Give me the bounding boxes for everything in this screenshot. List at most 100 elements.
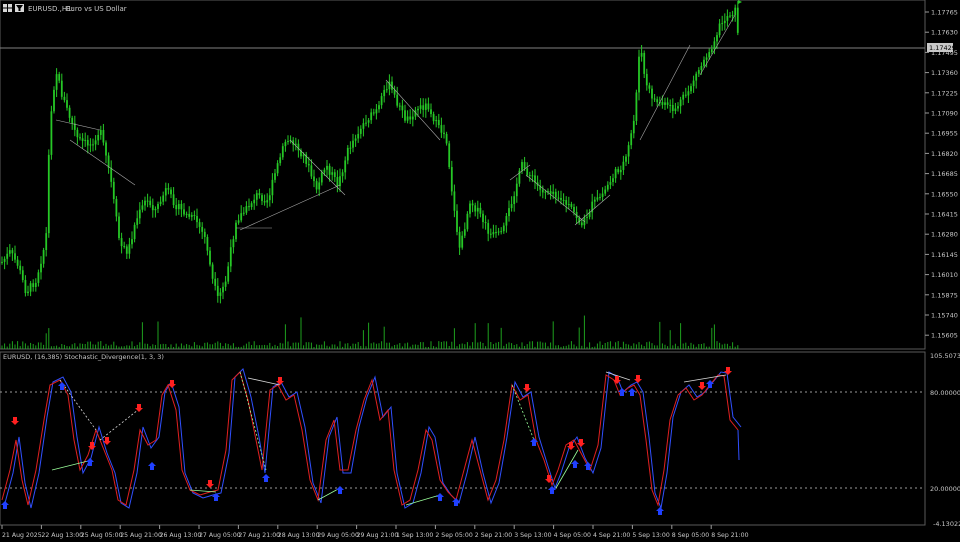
price-axis-label: 1.16010 — [931, 271, 958, 279]
candle-body — [482, 213, 484, 223]
candle-body — [268, 195, 271, 201]
candle-body — [375, 109, 378, 114]
buy-arrow-icon — [262, 474, 270, 482]
buy-arrow-icon — [584, 462, 592, 470]
price-divergence-line — [55, 119, 101, 131]
indicator-scale-top: 105.507337 — [930, 352, 960, 360]
candle-body — [185, 213, 188, 215]
time-axis-label: 25 Aug 05:00 — [81, 532, 123, 539]
candle-body — [599, 196, 601, 198]
time-axis-label: 27 Aug 05:00 — [199, 532, 241, 539]
grid-icon[interactable] — [3, 4, 12, 12]
candle-body — [357, 133, 360, 139]
candle-body — [362, 123, 365, 129]
candle-body — [107, 155, 110, 168]
candle-body — [263, 201, 266, 203]
candle-body — [708, 52, 711, 58]
candle-body — [159, 201, 162, 204]
candle-body — [58, 74, 61, 81]
chart-shift-marker[interactable] — [738, 0, 742, 4]
candle-body — [154, 208, 157, 211]
buy-arrow-icon — [530, 438, 538, 446]
sell-arrow-icon — [206, 480, 214, 488]
candle-body — [731, 15, 734, 17]
candle-body — [736, 7, 739, 33]
sell-arrow-icon — [135, 404, 143, 412]
candle-body — [214, 278, 217, 286]
candle-body — [136, 218, 139, 225]
candle-body — [695, 73, 698, 81]
candle-body — [539, 185, 542, 190]
candle-body — [112, 181, 115, 200]
candle-body — [92, 144, 94, 146]
price-axis-label: 1.16415 — [931, 211, 958, 219]
indicator-divergence-line — [51, 459, 93, 471]
candle-body — [37, 272, 40, 283]
sell-arrow-icon — [724, 367, 732, 375]
candle-body — [188, 213, 191, 217]
candle-body — [411, 116, 414, 120]
candle-body — [333, 172, 336, 178]
candle-body — [21, 270, 24, 281]
candle-body — [237, 220, 240, 223]
candle-body — [398, 105, 401, 107]
indicator-pane-border — [0, 351, 926, 526]
time-axis-label: 1 Sep 13:00 — [396, 532, 433, 539]
time-axis-label: 21 Aug 2025 — [2, 532, 42, 539]
candle-body — [440, 125, 443, 133]
candle-body — [469, 203, 471, 214]
candle-body — [219, 292, 222, 296]
buy-arrow-icon — [148, 462, 156, 470]
buy-arrow-icon — [212, 493, 220, 501]
candle-body — [336, 177, 339, 187]
candle-body — [518, 170, 521, 184]
sell-arrow-icon — [88, 442, 96, 450]
candle-body — [487, 223, 490, 234]
candle-body — [274, 173, 276, 180]
candle-body — [323, 169, 326, 173]
candle-body — [448, 143, 451, 168]
indicator-divergence-line — [99, 409, 139, 441]
candle-body — [734, 7, 737, 16]
candle-body — [669, 104, 672, 106]
price-divergence-line — [509, 164, 531, 181]
chart-description-label: Euro vs US Dollar — [66, 5, 127, 13]
candle-body — [580, 222, 583, 226]
candle-body — [705, 57, 708, 60]
candle-body — [235, 222, 237, 240]
price-axis-label: 1.17765 — [931, 9, 958, 17]
candle-body — [151, 205, 154, 211]
candle-body — [266, 200, 269, 203]
candle-body — [515, 183, 518, 197]
candle-body — [141, 205, 144, 210]
candle-body — [453, 191, 456, 211]
candle-body — [138, 209, 141, 219]
candle-body — [682, 94, 685, 100]
price-divergence-line — [69, 139, 136, 186]
sell-arrow-icon — [276, 377, 284, 385]
candle-body — [261, 195, 263, 202]
candle-body — [619, 169, 622, 173]
candle-body — [250, 203, 253, 208]
candle-body — [526, 168, 529, 175]
candle-body — [370, 112, 373, 121]
candle-body — [224, 281, 227, 287]
price-axis-label: 1.16280 — [931, 231, 958, 239]
indicator-level-low-label: 20.000000 — [930, 485, 960, 493]
candle-body — [276, 163, 279, 174]
funnel-icon[interactable] — [15, 4, 24, 12]
indicator-divergence-line — [247, 377, 281, 386]
candle-body — [359, 128, 362, 134]
candle-body — [232, 239, 235, 248]
candle-body — [513, 196, 516, 205]
buy-arrow-icon — [548, 486, 556, 494]
indicator-label: EURUSD, (16,385) Stochastic_Divergence(1… — [3, 353, 164, 361]
candlestick-series — [1, 1, 739, 304]
indicator-divergence-line — [683, 374, 727, 383]
candle-body — [73, 123, 76, 130]
candle-body — [461, 235, 464, 248]
candle-body — [710, 49, 713, 53]
